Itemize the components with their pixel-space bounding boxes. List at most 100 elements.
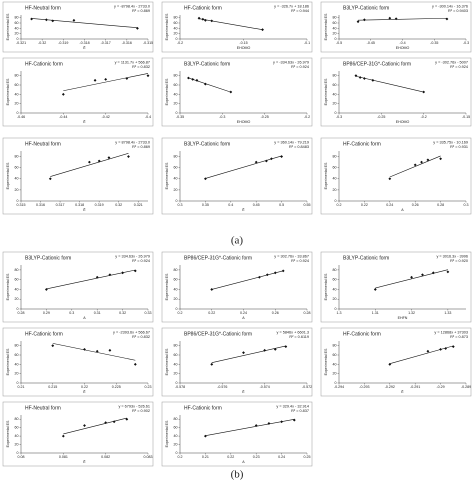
equation: y = 329.4x - 32.914 <box>276 405 309 409</box>
x-tick-label: -0.46 <box>17 115 25 119</box>
data-point <box>51 19 55 23</box>
trend-line <box>198 18 263 31</box>
data-point <box>104 421 108 424</box>
y-tick-label: 0 <box>176 199 178 203</box>
data-point <box>254 160 258 164</box>
y-axis-label: Experimental ES <box>165 78 169 105</box>
y-tick-label: 20 <box>333 297 337 301</box>
r-squared: R² = 0.832 <box>132 335 150 339</box>
data-point <box>191 78 195 81</box>
r-squared: R² = 0.924 <box>132 259 150 263</box>
x-tick-label: 0.55 <box>304 203 311 207</box>
x-tick-label: -0.576 <box>217 385 227 389</box>
panel: B3LYP-Cationic form y = 3016.3x - 3996R² … <box>320 251 472 323</box>
y-axis-label: Experimental ES <box>324 78 328 105</box>
panel-frame <box>2 327 154 397</box>
data-point <box>83 348 86 351</box>
data-point <box>439 348 442 351</box>
r-squared: R² = 0.8483 <box>289 145 309 149</box>
panel-frame <box>161 57 313 127</box>
trend-line <box>205 419 295 436</box>
x-tick-label: 1.33 <box>444 311 451 315</box>
panel: B3LYP-Cationic form y = 360.14x - 79.219R… <box>161 137 313 215</box>
trend-line <box>63 73 149 92</box>
x-tick-label: 1.3 <box>337 311 342 315</box>
x-axis-label: EHOMO <box>237 46 251 50</box>
x-tick-label: 0.26 <box>272 311 279 315</box>
panel-frame <box>161 251 313 323</box>
y-tick-label: 40 <box>174 434 178 438</box>
r-squared: R² = 0.869 <box>132 9 150 13</box>
data-point <box>112 420 116 424</box>
r-squared: R² = 0.837 <box>291 409 309 413</box>
data-point <box>410 275 413 279</box>
x-tick-label: -0.292 <box>385 385 395 389</box>
equation: y = 360.14x - 79.219 <box>274 141 309 145</box>
y-tick-label: 0 <box>335 381 337 385</box>
trend-line <box>211 270 284 290</box>
panel-title: B3LYP-Cationic form <box>343 5 389 11</box>
equation: y = 335.75x - 10.169 <box>433 141 468 145</box>
y-tick-label: 20 <box>174 372 178 376</box>
data-point <box>136 26 139 30</box>
data-point <box>108 348 112 352</box>
y-axis-label: Experimental ES <box>6 13 10 40</box>
y-tick-label: 60 <box>174 21 178 25</box>
x-tick-label: -0.2 <box>421 115 427 119</box>
panel-frame <box>320 57 472 127</box>
equation: y = 334.63x - 26.979 <box>115 255 150 259</box>
data-point <box>45 18 48 22</box>
y-tick-label: 40 <box>333 287 337 291</box>
trend-line <box>31 18 138 29</box>
data-point <box>446 270 450 274</box>
y-axis-label: Experimental ES <box>324 13 328 40</box>
r-squared: R² = 0.873 <box>450 335 468 339</box>
panel-title: HF-Neutral form <box>25 141 61 147</box>
data-point <box>133 269 137 273</box>
x-tick-label: 0.316 <box>36 203 45 207</box>
x-tick-label: 0.31 <box>94 311 101 315</box>
data-point <box>242 351 245 355</box>
figure-label: (a) <box>231 235 244 247</box>
y-tick-label: 60 <box>174 426 178 430</box>
y-tick-label: 0 <box>335 37 337 41</box>
data-point <box>95 275 99 279</box>
x-tick-label: 0.28 <box>18 311 25 315</box>
y-axis-label: Experimental ES <box>165 13 169 40</box>
y-tick-label: 20 <box>174 32 178 36</box>
data-point <box>146 74 150 78</box>
data-point <box>270 157 273 161</box>
panel: B3LYP-Cationic form y = -300.14x - 16.376… <box>320 1 472 53</box>
y-tick-label: 20 <box>174 188 178 192</box>
x-tick-label: 0.082 <box>101 455 110 459</box>
equation: y = 302.76x - 33.867 <box>274 255 309 259</box>
x-tick-label: -0.294 <box>334 385 344 389</box>
x-tick-label: -0.25 <box>261 115 269 119</box>
data-point <box>263 348 267 352</box>
data-point <box>204 82 207 86</box>
x-tick-label: 0.22 <box>227 455 234 459</box>
y-tick-label: 0 <box>176 111 178 115</box>
equation: y = -302.76x - 5007 <box>435 61 468 65</box>
y-axis-label: Experimental ES <box>165 420 169 447</box>
y-tick-label: 80 <box>15 344 19 348</box>
x-tick-label: 0.3 <box>69 311 74 315</box>
x-axis-label: EHOMO <box>396 46 410 50</box>
x-tick-label: -0.45 <box>367 41 375 45</box>
panel-title: HF-Cationic form <box>343 141 381 147</box>
panel-title: HF-Cationic form <box>184 5 222 11</box>
y-tick-label: 40 <box>333 177 337 181</box>
data-point <box>121 271 124 275</box>
panel: B3LYP-Cationic form y = -334.63x - 26.979… <box>161 57 313 127</box>
y-tick-label: 60 <box>174 353 178 357</box>
data-point <box>87 160 91 164</box>
data-point <box>254 424 258 427</box>
x-tick-label: -0.3 <box>336 115 342 119</box>
x-tick-label: -0.319 <box>58 41 68 45</box>
panel-frame <box>161 401 313 467</box>
